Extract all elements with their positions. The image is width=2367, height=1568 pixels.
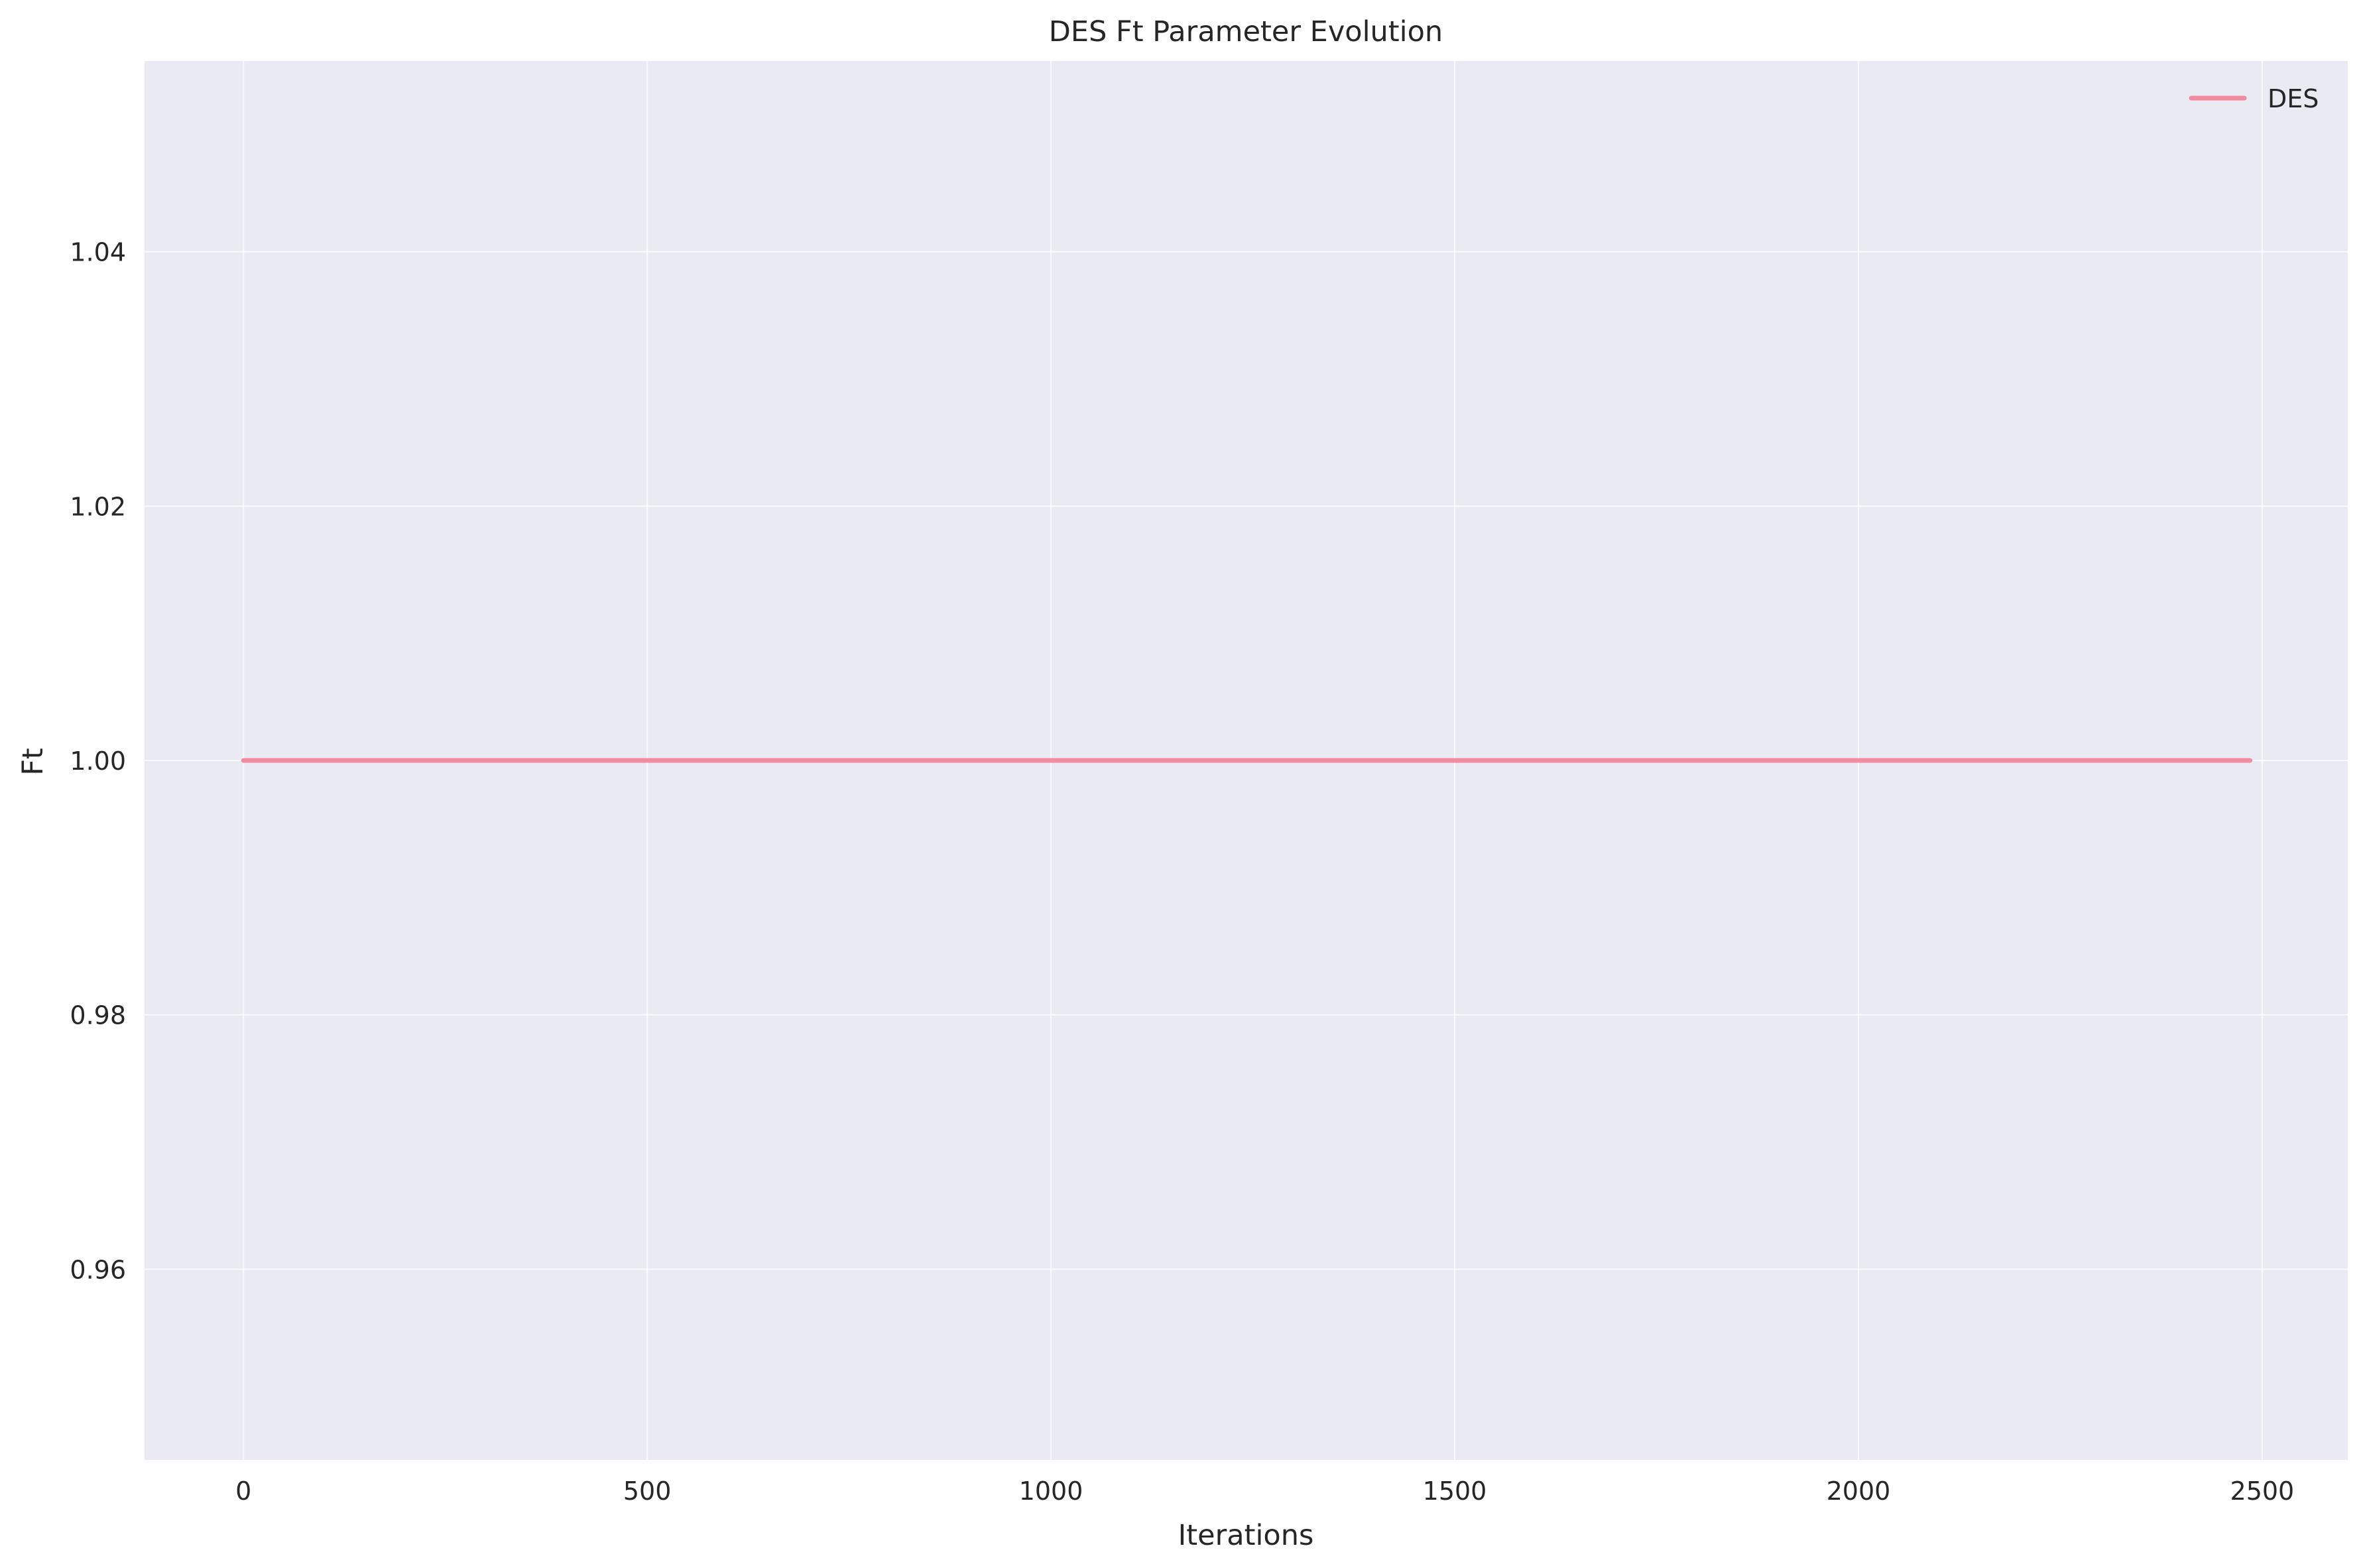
x-tick-label: 0 bbox=[235, 1477, 251, 1506]
y-axis-label: Ft bbox=[17, 748, 50, 776]
y-tick-labels: 0.96 0.98 1.00 1.02 1.04 bbox=[70, 238, 126, 1285]
x-tick-label: 2000 bbox=[1827, 1477, 1891, 1506]
x-tick-label: 2500 bbox=[2230, 1477, 2295, 1506]
y-tick-label: 0.98 bbox=[70, 1001, 126, 1030]
x-tick-label: 1500 bbox=[1423, 1477, 1487, 1506]
x-tick-label: 500 bbox=[623, 1477, 672, 1506]
legend-label-des: DES bbox=[2268, 84, 2319, 113]
y-tick-label: 1.04 bbox=[70, 238, 126, 267]
y-tick-label: 1.00 bbox=[70, 747, 126, 776]
x-tick-labels: 0 500 1000 1500 2000 2500 bbox=[235, 1477, 2294, 1506]
x-axis-label: Iterations bbox=[1178, 1519, 1314, 1552]
y-tick-label: 1.02 bbox=[70, 492, 126, 521]
y-tick-label: 0.96 bbox=[70, 1255, 126, 1284]
x-tick-label: 1000 bbox=[1019, 1477, 1083, 1506]
chart-title: DES Ft Parameter Evolution bbox=[1049, 15, 1443, 48]
legend: DES bbox=[2189, 84, 2319, 113]
